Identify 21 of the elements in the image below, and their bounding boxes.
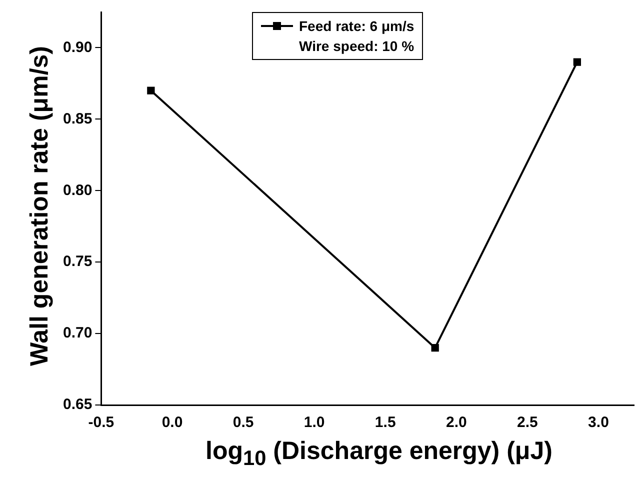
y-tick-label: 0.65 bbox=[62, 396, 92, 414]
y-tick-label: 0.70 bbox=[62, 324, 92, 342]
y-tick-label: 0.85 bbox=[62, 110, 92, 128]
annotation: Wire speed: 10 % bbox=[298, 37, 414, 56]
x-tick-label: 2.0 bbox=[446, 414, 467, 432]
x-tick-label: -0.5 bbox=[88, 414, 114, 432]
point bbox=[573, 58, 581, 66]
x-tick-label: 3.0 bbox=[588, 414, 609, 432]
point bbox=[431, 344, 439, 352]
x-tick-label: 0.5 bbox=[232, 414, 254, 432]
y-tick-label: 0.80 bbox=[62, 182, 92, 199]
y-tick-label: 0.90 bbox=[62, 38, 92, 56]
y-tick-label: 0.75 bbox=[62, 253, 92, 270]
x-axis-title: log$_{10}$ (Discharge energy) (μJ) bbox=[204, 437, 554, 471]
x-tick-label: 2.5 bbox=[517, 414, 538, 432]
x-tick-label: 1.0 bbox=[304, 414, 325, 432]
x-tick-label: 0.0 bbox=[162, 414, 183, 432]
point bbox=[147, 86, 155, 94]
x-tick-label: 1.5 bbox=[374, 414, 396, 432]
y-axis-title: Wall generation rate (μm/s) bbox=[26, 46, 54, 366]
legend-label: Feed rate: 6 μm/s bbox=[299, 18, 414, 34]
